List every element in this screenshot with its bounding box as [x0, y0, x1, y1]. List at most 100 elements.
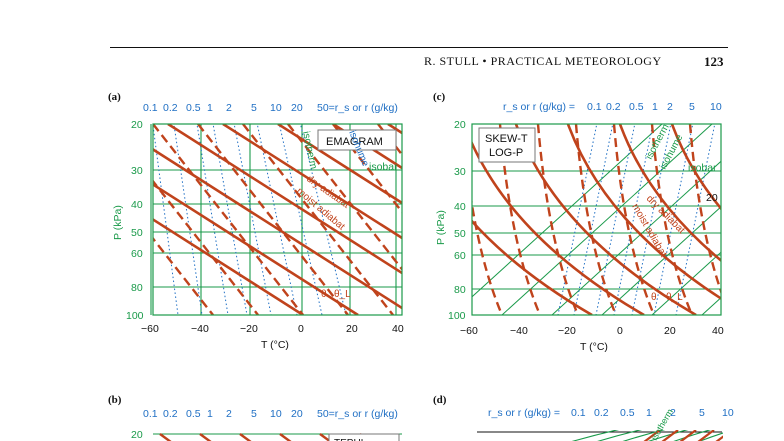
emagram-moist-adiabat-2	[153, 124, 304, 315]
emagram-ytick-50: 50	[131, 227, 143, 239]
skewt-moist-adiabat-6	[688, 124, 721, 295]
skewt-xtick-0: 0	[617, 325, 623, 337]
skewt-isohume-0.1	[557, 124, 598, 315]
skewt-rs-1: 1	[652, 101, 658, 113]
paneld-adiabat-1	[661, 430, 679, 441]
skewt-rs-0.1: 0.1	[587, 101, 602, 113]
skewt-isotherm-1	[501, 124, 713, 315]
emagram-rs-axis-label: 50=r_s or r (g/kg)	[317, 102, 398, 114]
emagram-moist-adiabat-3	[197, 124, 349, 315]
tephi-rs-0.1: 0.1	[143, 408, 158, 420]
skewt-isohume-2	[631, 124, 672, 315]
skewt-xtick-−20: −20	[558, 325, 576, 337]
skewt-frame	[471, 123, 722, 316]
tephi-rs-1: 1	[207, 408, 213, 420]
tephi-rs-0.5: 0.5	[186, 408, 201, 420]
emagram-xtick-−20: −20	[240, 323, 258, 335]
skewt-rs-0.5: 0.5	[629, 101, 644, 113]
emagram-ytick-80: 80	[131, 282, 143, 294]
emagram-moist-adiabat-0	[153, 236, 214, 315]
emagram-xtick-40: 40	[392, 323, 404, 335]
skewt-xtick-−40: −40	[510, 325, 528, 337]
tephi-ytick-20: 20	[131, 429, 143, 441]
tephi-rs-20: 20	[291, 408, 303, 420]
emagram-theta: θ	[321, 289, 327, 300]
running-header: R. STULL • PRACTICAL METEOROLOGY	[424, 54, 662, 68]
emagram-isohume-2	[233, 124, 272, 315]
skewt-isotherm-0	[472, 124, 663, 298]
skewt-xlabel: T (°C)	[580, 341, 608, 353]
emagram-rs-10: 10	[270, 102, 282, 114]
skewt-rs-axis-label: r_s or r (g/kg) =	[503, 101, 575, 113]
skewt-ytick-40: 40	[454, 201, 466, 213]
emagram-xtick-20: 20	[346, 323, 358, 335]
skewt-dry-adiabat-3	[566, 124, 721, 300]
emagram-isotherm-label: isotherm	[300, 130, 319, 170]
emagram-rs-0.1: 0.1	[143, 102, 158, 114]
emagram-rs-1: 1	[207, 102, 213, 114]
paneld-rs-0.2: 0.2	[594, 407, 609, 419]
skewt-isohume-1	[613, 124, 654, 315]
skewt-ytick-50: 50	[454, 228, 466, 240]
emagram-isohume-0.1	[153, 124, 179, 315]
emagram-theta-L: θ_L	[334, 289, 351, 300]
tephi-title-box	[328, 433, 400, 441]
skewt-moist-adiabat-0	[472, 197, 504, 315]
skewt-dry-adiabat-1	[472, 140, 645, 315]
emagram-dry-adiabat-5	[277, 124, 402, 205]
skewt-isohume-0.5	[595, 124, 636, 315]
tephi-adiabat-4	[319, 433, 332, 441]
skewt-dry-adiabat-5	[670, 124, 721, 211]
skewt-isohume-10	[675, 124, 716, 315]
skewt-title-box	[478, 127, 536, 163]
emagram-title-box	[317, 129, 397, 151]
paneld-rs-0.1: 0.1	[571, 407, 586, 419]
tephi-rs-2: 2	[226, 408, 232, 420]
skewt-xtick-40: 40	[712, 325, 724, 337]
skewt-isohume-0.2	[573, 124, 614, 315]
tephi-title: TEPHI	[334, 438, 363, 441]
emagram-frame	[152, 123, 403, 316]
skewt-isotherm-3	[601, 206, 721, 315]
emagram-rs-0.2: 0.2	[163, 102, 178, 114]
emagram-ytick-40: 40	[131, 199, 143, 211]
emagram-ytick-60: 60	[131, 248, 143, 260]
page-number: 123	[704, 54, 724, 69]
tephi-adiabat-2	[239, 433, 252, 441]
paneld-adiabat-3	[697, 430, 715, 441]
paneld-curve-4	[673, 430, 712, 441]
skewt-rs-2: 2	[667, 101, 673, 113]
skewt-isobar-label: isobar	[688, 162, 717, 174]
skewt-isotherm-6	[752, 124, 784, 315]
emagram-xtick-−60: −60	[141, 323, 159, 335]
skewt-ytick-80: 80	[454, 284, 466, 296]
tephi-rs-5: 5	[251, 408, 257, 420]
skewt-xtick-20: 20	[664, 325, 676, 337]
emagram-title: EMAGRAM	[326, 136, 383, 148]
paneld-adiabat-2	[679, 430, 697, 441]
paneld-curve-1	[597, 430, 643, 441]
skewt-isotherm-5	[701, 297, 721, 315]
emagram-ytick-30: 30	[131, 165, 143, 177]
skewt-moist-adiabat-7	[728, 124, 768, 315]
emagram-isohume-5	[256, 124, 298, 315]
emagram-rs-20: 20	[291, 102, 303, 114]
skewt-ytick-20: 20	[454, 119, 466, 131]
tephi-adiabat-3	[279, 433, 292, 441]
paneld-rs-5: 5	[699, 407, 705, 419]
emagram-dry-adiabat-2	[153, 147, 402, 310]
skewt-rs-0.2: 0.2	[606, 101, 621, 113]
paneld-rs-0.5: 0.5	[620, 407, 635, 419]
emagram-rs-2: 2	[226, 102, 232, 114]
panel-a-label: (a)	[108, 91, 121, 103]
panel-c-label: (c)	[433, 91, 446, 103]
skewt-theta-L: θ_L	[666, 292, 683, 303]
emagram-ytick-20: 20	[131, 119, 143, 131]
paneld-curve-5	[698, 432, 723, 441]
panel-d-label: (d)	[433, 394, 447, 406]
skewt-dry-adiabat-6	[724, 124, 784, 315]
skewt-moist-adiabat-3	[574, 124, 618, 315]
emagram-isohume-20	[299, 124, 347, 315]
paneld-curve-0	[571, 430, 620, 441]
